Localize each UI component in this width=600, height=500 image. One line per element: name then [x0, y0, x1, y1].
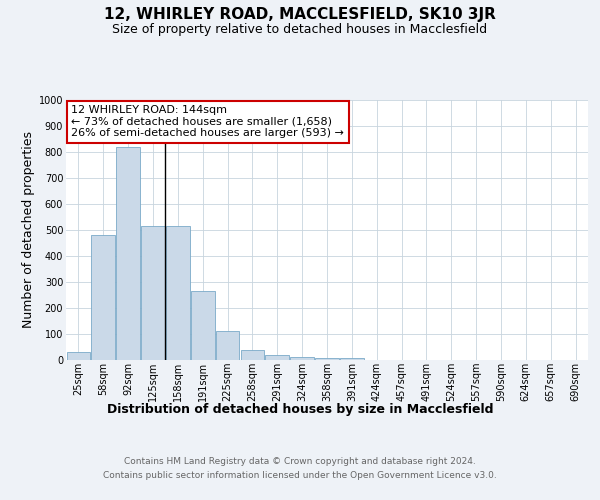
Bar: [241, 350, 264, 360]
Text: 12, WHIRLEY ROAD, MACCLESFIELD, SK10 3JR: 12, WHIRLEY ROAD, MACCLESFIELD, SK10 3JR: [104, 8, 496, 22]
Y-axis label: Number of detached properties: Number of detached properties: [22, 132, 35, 328]
Bar: [67, 352, 90, 360]
Text: Contains HM Land Registry data © Crown copyright and database right 2024.: Contains HM Land Registry data © Crown c…: [124, 458, 476, 466]
Text: 12 WHIRLEY ROAD: 144sqm
← 73% of detached houses are smaller (1,658)
26% of semi: 12 WHIRLEY ROAD: 144sqm ← 73% of detache…: [71, 105, 344, 138]
Bar: [265, 355, 289, 360]
Bar: [191, 291, 215, 360]
Bar: [315, 358, 339, 360]
Text: Size of property relative to detached houses in Macclesfield: Size of property relative to detached ho…: [112, 22, 488, 36]
Bar: [116, 147, 140, 360]
Bar: [91, 235, 115, 360]
Bar: [216, 332, 239, 360]
Bar: [141, 226, 165, 360]
Text: Contains public sector information licensed under the Open Government Licence v3: Contains public sector information licen…: [103, 471, 497, 480]
Bar: [290, 358, 314, 360]
Text: Distribution of detached houses by size in Macclesfield: Distribution of detached houses by size …: [107, 402, 493, 415]
Bar: [340, 358, 364, 360]
Bar: [166, 226, 190, 360]
